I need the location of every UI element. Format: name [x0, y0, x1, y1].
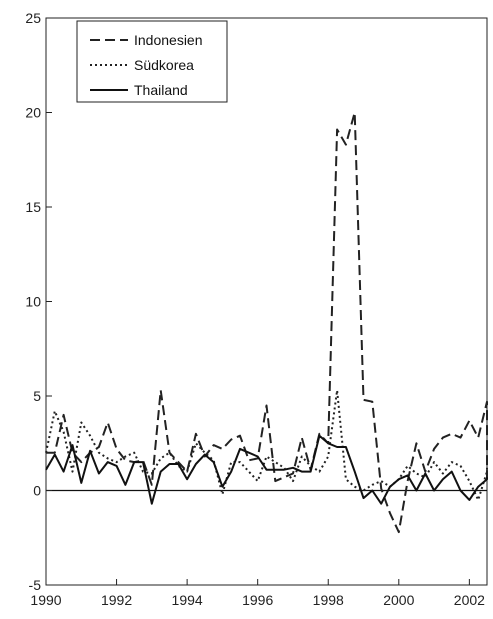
y-tick-label: 10	[25, 294, 41, 310]
series-line-sdkorea	[45, 389, 488, 501]
x-tick-label: 1996	[242, 592, 273, 608]
legend-box	[76, 20, 228, 103]
legend-label-indonesien: Indonesien	[134, 32, 203, 48]
plot-frame	[45, 17, 488, 586]
legend-label-suedkorea: Südkorea	[134, 57, 194, 73]
y-tick-label: 25	[25, 10, 41, 26]
x-tick-label: 2000	[383, 592, 414, 608]
x-tick-label: 2002	[454, 592, 485, 608]
y-tick-label: 20	[25, 105, 41, 121]
x-tick-label: 1990	[30, 592, 61, 608]
series-layer	[45, 111, 488, 534]
y-tick-label: 15	[25, 199, 41, 215]
y-tick-label: 5	[33, 388, 41, 404]
x-tick-label: 1998	[313, 592, 344, 608]
x-tick-label: 1994	[172, 592, 203, 608]
x-tick-label: 1992	[101, 592, 132, 608]
y-tick-label: -5	[29, 577, 42, 593]
y-tick-label: 0	[33, 483, 41, 499]
x-axis-ticks: 1990 1992 1994 1996 1998 2000 2002	[30, 579, 485, 608]
legend-label-thailand: Thailand	[134, 82, 188, 98]
legend: Indonesien Südkorea Thailand	[76, 20, 228, 103]
series-line-indonesien	[46, 111, 488, 534]
series-line-thailand	[45, 434, 488, 505]
y-axis-ticks: -5 0 5 10 15 20 25	[25, 10, 52, 593]
